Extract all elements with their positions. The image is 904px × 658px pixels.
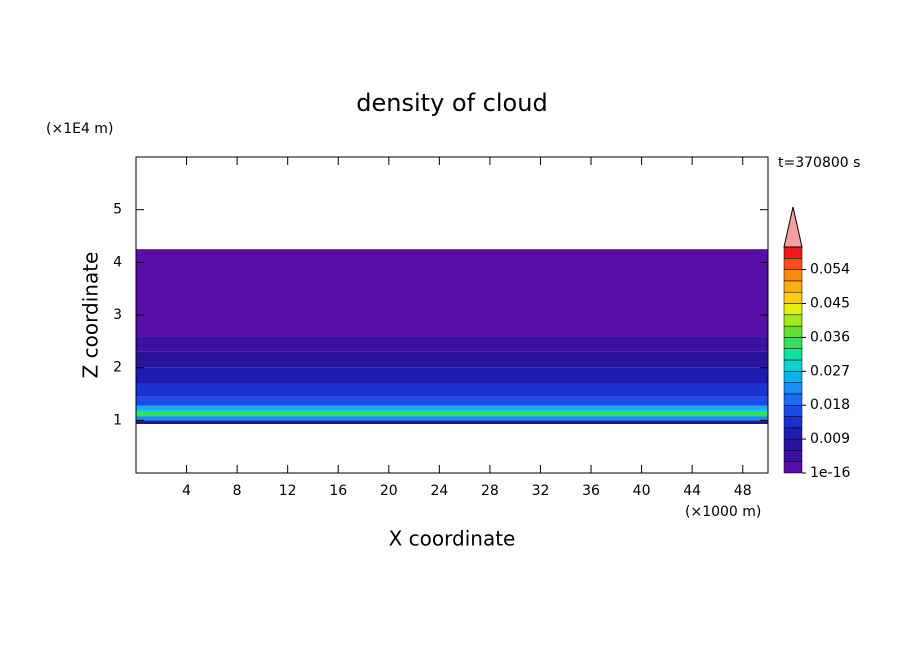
x-unit: (×1000 m) [685, 504, 761, 520]
colorbar-swatch [783, 337, 803, 349]
y-tick-label: 5 [113, 202, 122, 218]
x-tick-label: 36 [582, 483, 600, 499]
x-axis-label: X coordinate [389, 527, 516, 551]
time-label: t=370800 s [778, 155, 860, 171]
colorbar-swatch [783, 314, 803, 327]
y-unit: (×1E4 m) [46, 121, 113, 137]
x-tick-label: 24 [430, 483, 448, 499]
colorbar-tick-label: 0.009 [810, 431, 850, 447]
colorbar-tick-label: 1e-16 [810, 465, 850, 481]
y-tick-label: 1 [113, 412, 122, 428]
colorbar-swatch [783, 416, 803, 429]
x-tick-label: 32 [532, 483, 550, 499]
colorbar-swatch [783, 258, 803, 270]
x-tick-label: 20 [380, 483, 398, 499]
x-tick-label: 12 [279, 483, 297, 499]
contour-band [136, 351, 768, 368]
colorbar-tick-label: 0.045 [810, 296, 850, 312]
colorbar-swatch [783, 427, 803, 440]
colorbar-swatch [783, 461, 803, 474]
colorbar-tick-label: 0.054 [810, 262, 850, 278]
colorbar-swatch [783, 382, 803, 395]
colorbar-swatch [783, 371, 803, 383]
x-tick-label: 44 [683, 483, 701, 499]
x-tick-label: 40 [633, 483, 651, 499]
contour-band [136, 405, 768, 411]
colorbar-tick-label: 0.027 [810, 363, 850, 379]
colorbar-tick-label: 0.018 [810, 397, 850, 413]
contour-band [136, 315, 768, 337]
contour-band [136, 367, 768, 384]
contour-band [136, 336, 768, 352]
contour-band [136, 420, 768, 425]
y-axis-label: Z coordinate [79, 252, 103, 379]
y-tick-label: 4 [113, 254, 122, 270]
colorbar-swatch [783, 269, 803, 282]
contour-band [136, 249, 768, 315]
x-tick-label: 48 [734, 483, 752, 499]
x-tick-label: 16 [329, 483, 347, 499]
colorbar-swatch [783, 438, 803, 451]
chart-title: density of cloud [356, 89, 547, 117]
x-tick-label: 8 [233, 483, 242, 499]
colorbar-swatch [783, 348, 803, 361]
colorbar-swatch [783, 359, 803, 372]
colorbar-swatch [783, 303, 803, 316]
contour-band [136, 410, 768, 417]
colorbar-swatch [783, 291, 803, 304]
colorbar-swatch [783, 450, 803, 462]
colorbar-extend [783, 206, 803, 248]
y-tick-label: 2 [113, 360, 122, 376]
colorbar-swatch [783, 404, 803, 417]
x-tick-label: 4 [182, 483, 191, 499]
contour-band [136, 396, 768, 406]
contour-band [136, 383, 768, 397]
x-tick-label: 28 [481, 483, 499, 499]
contour-band [136, 416, 768, 421]
colorbar-swatch [783, 280, 803, 293]
colorbar-swatch [783, 393, 803, 406]
colorbar-tick-label: 0.036 [810, 329, 850, 345]
colorbar-swatch [783, 246, 803, 259]
colorbar-swatch [783, 325, 803, 338]
y-tick-label: 3 [113, 307, 122, 323]
